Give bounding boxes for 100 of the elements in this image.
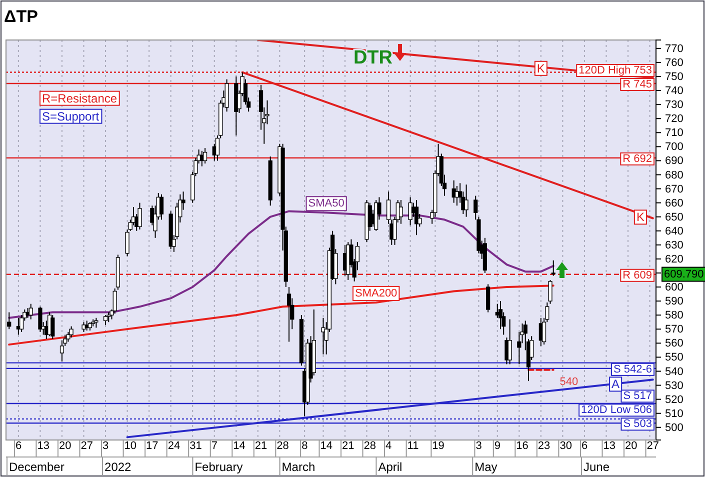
- candlestick: [69, 326, 74, 338]
- x-tick-label: 27: [646, 440, 660, 452]
- text: 609.790: [664, 268, 704, 280]
- x-tick-label: 3: [476, 440, 482, 452]
- x-tick-label: 24: [168, 440, 180, 452]
- annotation: 540: [560, 376, 578, 388]
- y-tick-label: 500: [665, 422, 684, 434]
- text: 2022: [104, 460, 132, 474]
- x-tick-label: 4: [386, 440, 392, 452]
- x-tick-label: 17: [146, 440, 158, 452]
- candlestick: [551, 260, 556, 276]
- x-tick-label: 13: [603, 440, 616, 452]
- x-tick-label: 30: [560, 440, 572, 452]
- x-tick-label: 9: [494, 440, 501, 452]
- x-tick-label: 8: [302, 440, 308, 452]
- candlestick: [103, 314, 108, 326]
- y-tick-label: 520: [665, 394, 684, 406]
- x-tick-label: 16: [516, 440, 528, 452]
- x-tick-label: 19: [432, 440, 444, 452]
- annotation: K: [536, 61, 545, 76]
- annotation: K: [636, 210, 644, 224]
- candlestick: [38, 306, 42, 332]
- y-tick-label: 600: [665, 282, 684, 294]
- candlestick: [159, 194, 164, 220]
- x-tick-label: 28: [276, 440, 289, 452]
- y-tick-label: 680: [665, 169, 684, 182]
- y-tick-label: 710: [665, 127, 684, 140]
- y-tick-label: 650: [665, 211, 684, 224]
- annotation: A: [612, 377, 620, 392]
- ref-line-label: S 542-6: [613, 363, 652, 376]
- y-tick-label: 640: [665, 225, 684, 238]
- text: June: [583, 460, 610, 474]
- x-tick-label: 23: [538, 440, 550, 452]
- candlestick: [106, 312, 111, 323]
- annotation: S=Support: [42, 109, 100, 124]
- x-tick-label: 20: [58, 440, 72, 452]
- candlestick: [548, 280, 552, 304]
- y-tick-label: 510: [665, 408, 684, 420]
- annotation: R=Resistance: [42, 91, 118, 106]
- annotation: DTR: [353, 48, 393, 69]
- x-tick-label: 3: [102, 440, 109, 452]
- x-tick-label: 28: [364, 440, 376, 452]
- y-tick-label: 720: [665, 113, 684, 126]
- x-tick-label: 6: [581, 440, 588, 452]
- y-tick-label: 750: [665, 71, 684, 84]
- x-tick-label: 13: [37, 440, 50, 452]
- ref-line-label: S 503: [623, 418, 652, 430]
- candlestick: [398, 200, 404, 224]
- x-tick-label: 14: [233, 440, 246, 452]
- y-tick-label: 530: [665, 380, 684, 392]
- y-tick-label: 660: [665, 197, 684, 210]
- candlestick: [224, 78, 229, 112]
- y-tick-label: 630: [665, 239, 684, 252]
- x-tick-label: 20: [625, 440, 638, 452]
- x-tick-label: 21: [254, 440, 268, 452]
- series-label: SMA50: [308, 198, 344, 210]
- text: February: [194, 460, 243, 474]
- ref-line-label: R 609: [622, 269, 652, 282]
- candlestick: [50, 314, 55, 340]
- x-tick-label: 10: [124, 440, 137, 452]
- text: April: [378, 460, 402, 474]
- candlestick: [414, 200, 419, 236]
- ref-line-label: 120D Low 506: [581, 404, 652, 416]
- text: March: [282, 460, 316, 474]
- y-tick-label: 570: [665, 324, 684, 336]
- y-tick-label: 670: [665, 183, 684, 196]
- x-tick-label: 7: [211, 440, 218, 452]
- x-tick-label: 14: [320, 440, 332, 452]
- x-tick-label: 21: [342, 440, 354, 452]
- candlestick: [508, 318, 512, 365]
- x-tick-label: 27: [80, 440, 93, 452]
- candlestick: [28, 303, 33, 320]
- candlestick: [464, 184, 468, 218]
- y-tick-label: 700: [665, 141, 684, 154]
- series-label: SMA200: [354, 287, 398, 300]
- candlestick: [474, 195, 478, 220]
- y-tick-label: 760: [665, 56, 684, 69]
- x-tick-label: 31: [190, 440, 202, 452]
- x-tick-label: 6: [15, 440, 22, 452]
- candlestick: [138, 202, 142, 230]
- ref-line-label: 120D High 753: [578, 64, 652, 77]
- y-tick-label: 590: [665, 296, 684, 308]
- candlestick: [7, 312, 12, 330]
- text: December: [9, 460, 64, 474]
- y-tick-label: 560: [665, 338, 684, 350]
- x-tick-label: 11: [407, 440, 419, 452]
- y-tick-label: 580: [665, 310, 684, 322]
- candlestick: [82, 322, 86, 332]
- y-tick-label: 690: [665, 155, 684, 168]
- candlestick: [321, 317, 326, 355]
- y-tick-label: 620: [665, 253, 684, 266]
- y-tick-label: 770: [665, 42, 684, 55]
- ref-line-label: R 745: [622, 78, 652, 91]
- y-tick-label: 730: [665, 99, 684, 112]
- y-tick-label: 740: [665, 85, 684, 98]
- candlestick: [94, 317, 98, 328]
- y-tick-label: 540: [665, 366, 684, 378]
- ref-line-label: R 692: [622, 152, 652, 165]
- y-tick-label: 550: [665, 352, 684, 364]
- candlestick: [202, 148, 208, 164]
